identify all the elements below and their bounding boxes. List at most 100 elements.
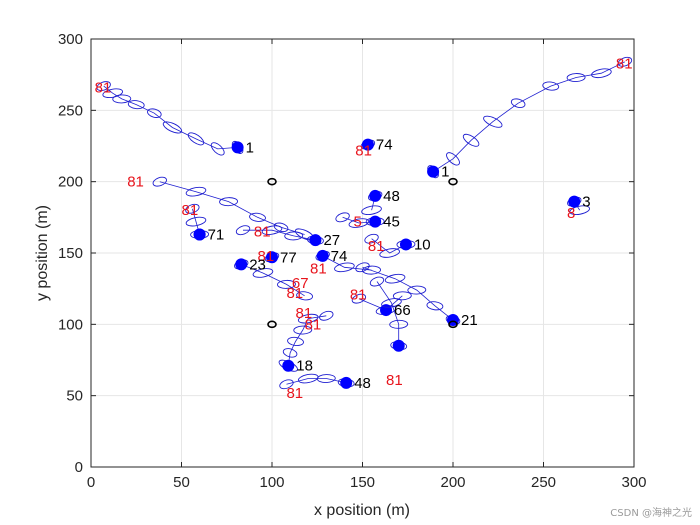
x-axis-label: x position (m) (314, 502, 410, 519)
covariance-ellipse (252, 268, 274, 278)
covariance-ellipse (235, 225, 251, 236)
covariance-ellipse (96, 81, 111, 91)
target-point (369, 189, 382, 202)
track-step-label: 81 (355, 142, 372, 159)
track-line (243, 229, 316, 241)
covariance-ellipse (187, 132, 205, 146)
step-label: 81 (286, 285, 303, 302)
track-step-label: 81 (182, 202, 199, 219)
covariance-ellipse (319, 310, 334, 321)
covariance-ellipse (510, 98, 526, 108)
step-label: 81 (296, 305, 313, 322)
y-tick-label: 150 (58, 245, 83, 262)
step-label: 81 (305, 316, 322, 333)
target-point (235, 258, 248, 271)
track-step-label: 81 (286, 385, 303, 402)
covariance-ellipse (379, 248, 400, 258)
x-tick-label: 50 (173, 474, 190, 491)
track-id-label: 45 (383, 214, 400, 231)
sensor-marker (267, 320, 277, 329)
track-line (362, 266, 454, 321)
covariance-ellipse (446, 152, 460, 166)
track-step-label: 81 (127, 174, 144, 191)
target-point (282, 359, 295, 372)
target-point (399, 238, 412, 251)
x-tick-label: 150 (350, 474, 375, 491)
track-line (241, 264, 305, 297)
covariance-ellipse (284, 231, 304, 241)
track-id-label: 23 (249, 256, 266, 273)
track-step-label: 81 (258, 248, 275, 265)
target-point (369, 215, 382, 228)
covariance-ellipse (483, 115, 503, 128)
covariance-ellipse (407, 285, 427, 295)
covariance-ellipse (369, 276, 385, 287)
watermark: CSDN @海神之光 (610, 508, 692, 519)
covariance-ellipse (384, 273, 406, 284)
target-point (231, 141, 244, 154)
covariance-ellipse (210, 142, 225, 156)
y-tick-label: 300 (58, 31, 83, 48)
covariance-ellipse (542, 81, 560, 91)
track-line (371, 238, 407, 254)
track-step-label: 81 (310, 261, 327, 278)
target-point (427, 165, 440, 178)
covariance-ellipse (348, 218, 370, 228)
target-point (340, 376, 353, 389)
covariance-ellipse (364, 233, 379, 244)
y-tick-label: 50 (66, 388, 83, 405)
track-step-label: 5 (353, 214, 361, 231)
track-id-label: 27 (323, 232, 340, 249)
covariance-ellipse (279, 379, 294, 390)
target-point (361, 138, 374, 151)
track-id-label: 66 (394, 302, 411, 319)
track-line (376, 281, 400, 346)
covariance-ellipse (362, 265, 381, 275)
x-tick-label: 200 (440, 474, 465, 491)
y-axis-label: y position (m) (34, 205, 51, 301)
covariance-ellipse (389, 319, 409, 329)
covariance-ellipse (591, 68, 612, 79)
covariance-ellipse (617, 56, 633, 67)
track-step-label: 81 (616, 55, 633, 72)
covariance-ellipse (361, 205, 382, 216)
track-id-label: 21 (461, 312, 478, 329)
track-id-label: 77 (280, 249, 297, 266)
covariance-ellipse (185, 216, 207, 227)
covariance-ellipse (316, 374, 336, 384)
covariance-ellipse (355, 262, 370, 273)
tracks (96, 56, 633, 390)
covariance-ellipse (293, 325, 313, 335)
covariance-ellipse (335, 212, 350, 223)
y-tick-label: 200 (58, 174, 83, 191)
covariance-ellipse (296, 291, 313, 301)
track-step-label: 81 (254, 224, 271, 241)
covariance-ellipse (569, 205, 590, 216)
covariance-ellipse (185, 203, 200, 214)
track-line (287, 315, 327, 366)
track-id-label: 74 (376, 137, 393, 154)
track-id-label: 48 (354, 375, 371, 392)
sensor-marker (267, 177, 277, 186)
covariance-ellipse (287, 336, 304, 346)
track-step-label: 81 (95, 80, 112, 97)
covariance-ellipse (219, 197, 239, 207)
covariance-ellipse (277, 279, 296, 289)
y-tick-label: 100 (58, 316, 83, 333)
covariance-ellipse (566, 73, 586, 82)
track-id-label: 74 (331, 248, 348, 265)
covariance-ellipse (297, 313, 319, 324)
sensor-marker (448, 320, 458, 329)
covariance-ellipse (152, 176, 167, 187)
track-line (103, 85, 238, 150)
covariance-ellipse (392, 291, 412, 301)
track-id-label: 1 (441, 164, 449, 181)
covariance-ellipse (334, 262, 355, 273)
covariance-ellipse (147, 108, 162, 118)
covariance-ellipse (112, 94, 132, 104)
track-line (432, 61, 626, 173)
y-tick-label: 250 (58, 102, 83, 119)
target-point (309, 234, 322, 247)
sensor-marker (448, 177, 458, 186)
